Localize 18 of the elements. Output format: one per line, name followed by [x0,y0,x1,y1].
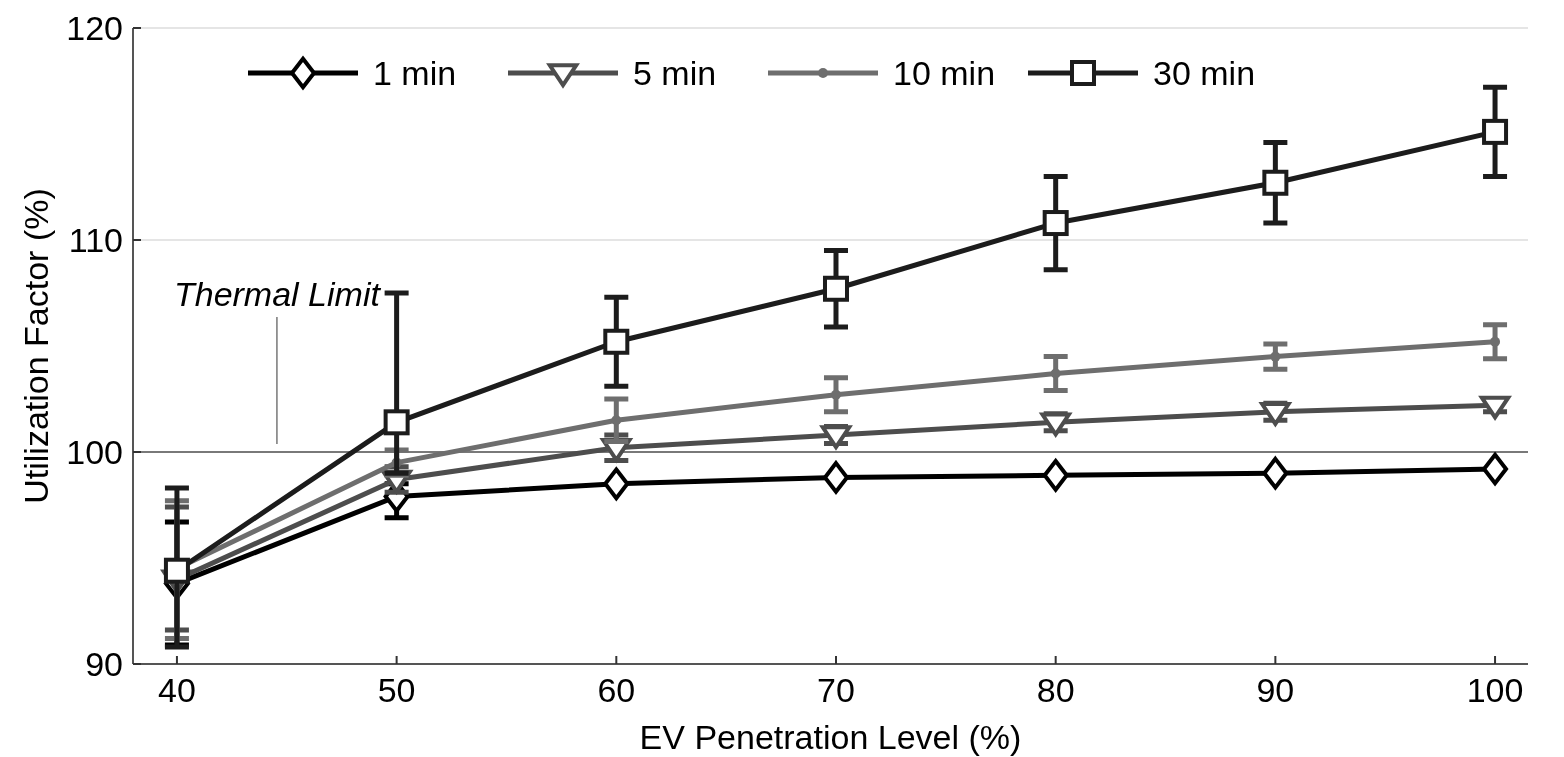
legend-label: 5 min [633,53,717,92]
y-tick-label: 90 [85,644,123,683]
x-tick-label: 50 [377,671,416,709]
legend-label: 1 min [373,53,457,92]
legend-label: 30 min [1153,53,1256,92]
x-tick-label: 70 [817,671,855,709]
x-tick-label: 60 [597,671,636,709]
x-tick-label: 100 [1466,671,1524,709]
y-tick-label: 110 [68,220,123,259]
y-tick-label: 120 [66,8,123,47]
x-axis-title: EV Penetration Level (%) [639,718,1022,756]
x-tick-label: 40 [158,671,196,709]
x-tick-label: 80 [1036,671,1075,709]
legend-label: 10 min [893,53,996,92]
y-tick-label: 100 [66,432,123,471]
x-tick-label: 90 [1256,671,1295,709]
y-axis-title: Utilization Factor (%) [17,188,55,504]
ref-line-label: Thermal Limit [173,275,382,313]
